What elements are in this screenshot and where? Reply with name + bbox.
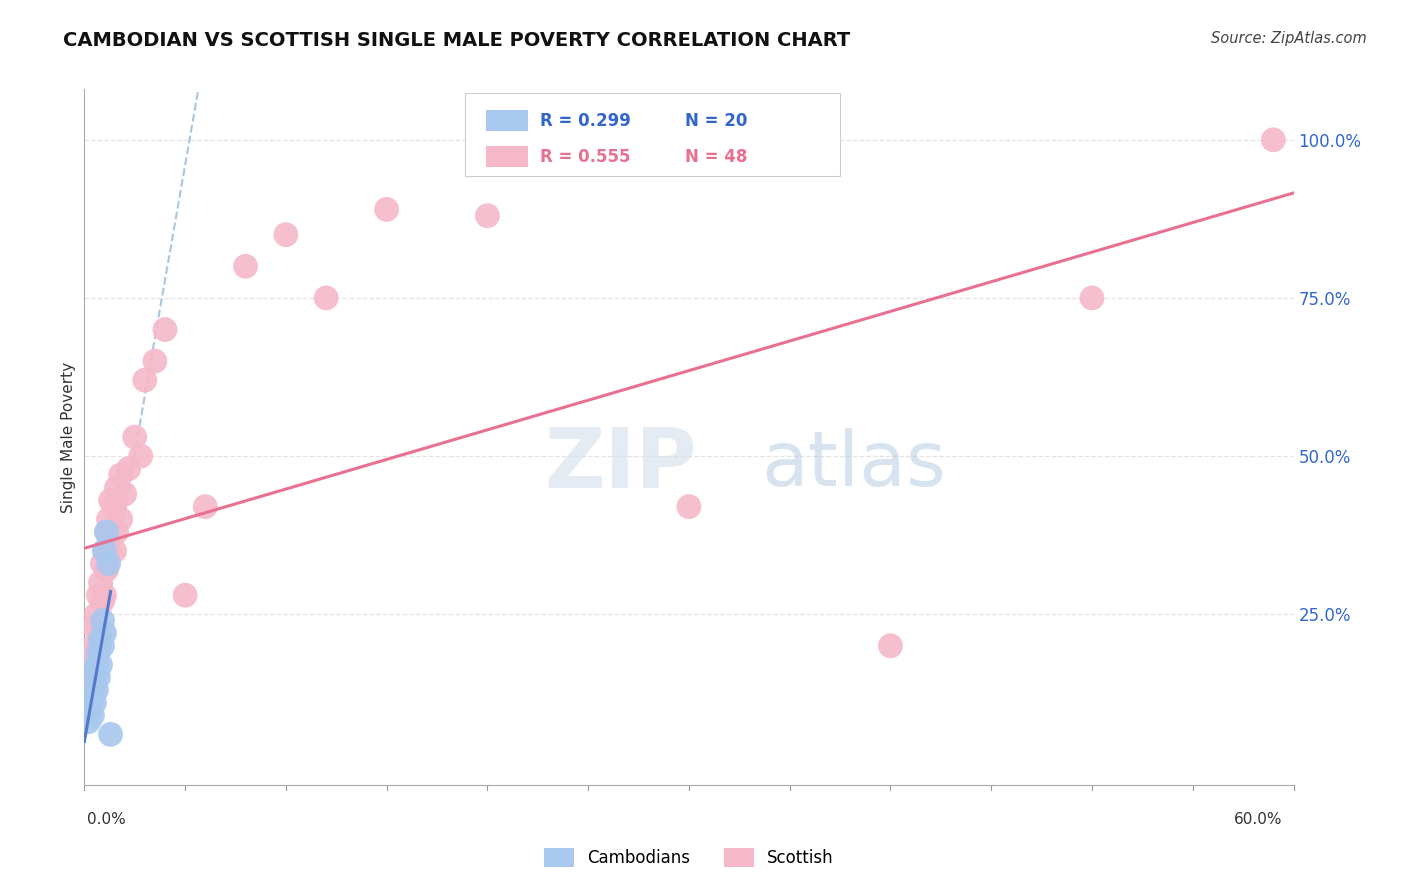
Point <box>89 657 111 672</box>
Point <box>129 449 152 463</box>
Point <box>91 639 114 653</box>
Point <box>235 260 257 274</box>
Point <box>104 544 127 558</box>
Bar <box>486 110 529 131</box>
Point <box>1081 291 1104 305</box>
Point <box>87 670 110 684</box>
Point <box>89 626 111 640</box>
Point <box>86 651 108 665</box>
Point <box>83 677 105 691</box>
Point <box>134 373 156 387</box>
Text: R = 0.299: R = 0.299 <box>540 112 631 129</box>
Point <box>93 588 115 602</box>
Point <box>91 614 114 628</box>
Point <box>375 202 398 217</box>
Point <box>82 651 104 665</box>
Point <box>1263 133 1285 147</box>
Point <box>174 588 197 602</box>
Point <box>315 291 337 305</box>
Text: Source: ZipAtlas.com: Source: ZipAtlas.com <box>1211 31 1367 46</box>
Point <box>82 690 104 704</box>
Point <box>143 354 166 368</box>
Point <box>100 524 122 539</box>
Point <box>82 670 104 684</box>
Point <box>89 632 111 647</box>
Point <box>105 524 128 539</box>
Point <box>77 702 100 716</box>
Point <box>87 588 110 602</box>
Point <box>79 683 101 698</box>
Point <box>86 657 108 672</box>
Text: 60.0%: 60.0% <box>1234 813 1282 827</box>
Point <box>100 727 122 741</box>
Point <box>100 493 122 508</box>
Point <box>82 708 104 723</box>
Point <box>97 512 120 526</box>
Point <box>194 500 217 514</box>
Point <box>114 487 136 501</box>
Point <box>96 524 118 539</box>
Y-axis label: Single Male Poverty: Single Male Poverty <box>60 361 76 513</box>
Point <box>86 607 108 622</box>
Text: N = 20: N = 20 <box>685 112 748 129</box>
Text: ZIP: ZIP <box>544 425 696 506</box>
Legend: Cambodians, Scottish: Cambodians, Scottish <box>537 841 841 874</box>
Bar <box>486 146 529 167</box>
Point <box>118 461 141 475</box>
Point <box>124 430 146 444</box>
Point <box>879 639 901 653</box>
Point <box>274 227 297 242</box>
Point <box>678 500 700 514</box>
Point <box>83 696 105 710</box>
Point <box>89 575 111 590</box>
Text: R = 0.555: R = 0.555 <box>540 148 631 166</box>
Point <box>93 544 115 558</box>
Point <box>87 639 110 653</box>
Point <box>96 524 118 539</box>
Point <box>93 544 115 558</box>
Point <box>97 557 120 571</box>
Point <box>91 594 114 608</box>
Point <box>97 544 120 558</box>
Point <box>86 683 108 698</box>
Point <box>110 512 132 526</box>
Text: N = 48: N = 48 <box>685 148 748 166</box>
Text: CAMBODIAN VS SCOTTISH SINGLE MALE POVERTY CORRELATION CHART: CAMBODIAN VS SCOTTISH SINGLE MALE POVERT… <box>63 31 851 50</box>
Text: atlas: atlas <box>762 428 946 502</box>
Point <box>104 500 127 514</box>
Text: 0.0%: 0.0% <box>87 813 127 827</box>
Point <box>87 645 110 659</box>
Point <box>96 563 118 577</box>
Point <box>83 639 105 653</box>
Point <box>477 209 499 223</box>
Point <box>91 557 114 571</box>
Point <box>83 677 105 691</box>
Point <box>105 481 128 495</box>
Point <box>83 664 105 678</box>
Point <box>83 620 105 634</box>
Point <box>153 322 176 336</box>
Point <box>79 702 101 716</box>
Point <box>110 468 132 483</box>
Point <box>77 714 100 729</box>
FancyBboxPatch shape <box>465 93 841 177</box>
Point <box>93 626 115 640</box>
Point <box>79 664 101 678</box>
